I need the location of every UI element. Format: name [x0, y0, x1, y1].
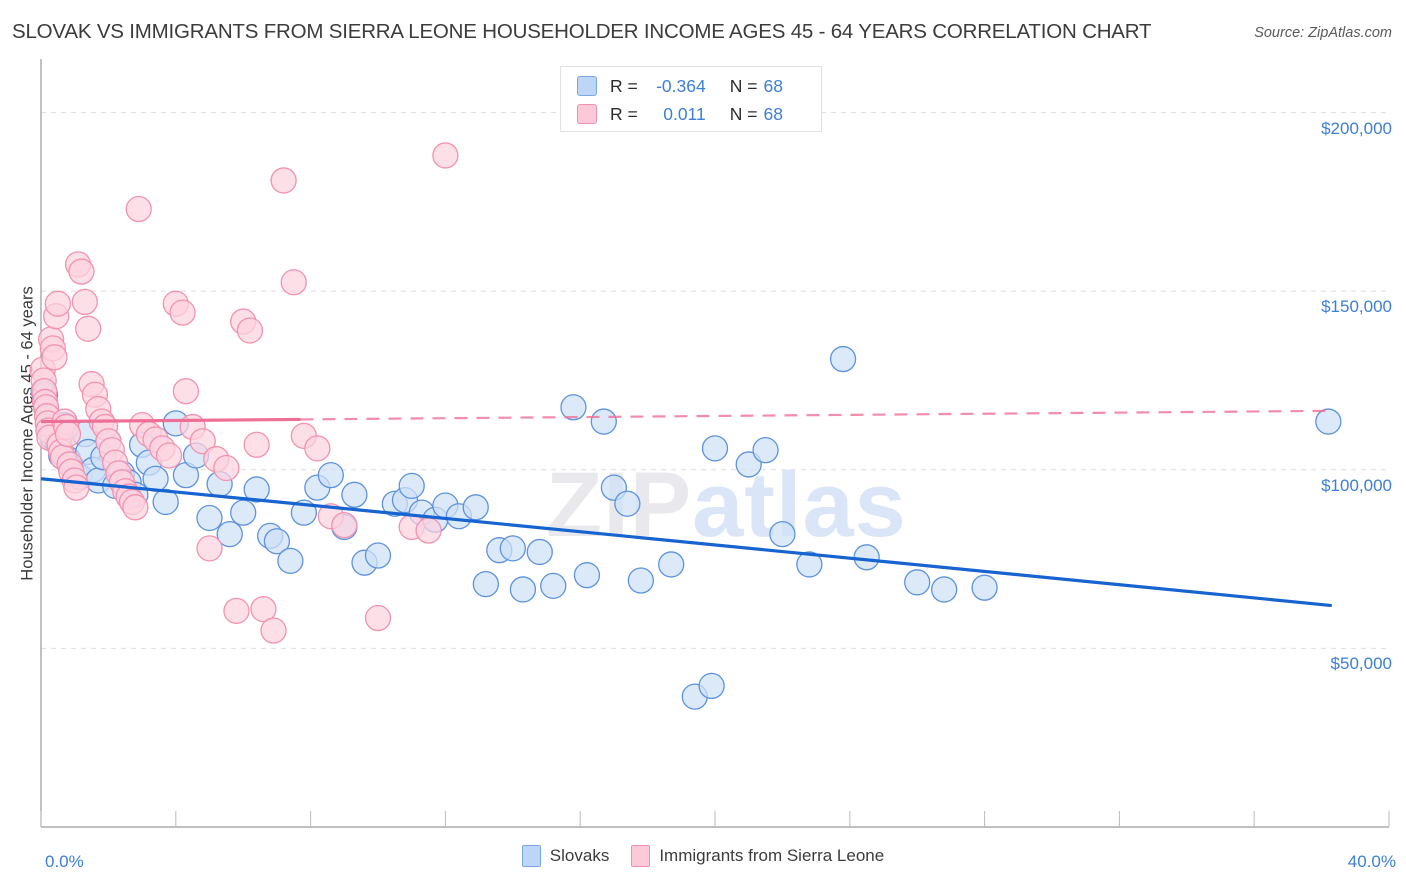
page-title: SLOVAK VS IMMIGRANTS FROM SIERRA LEONE H…: [12, 20, 1152, 43]
trendline-sierra-leone-solid: [40, 417, 301, 424]
data-point: [250, 595, 277, 623]
stats-row-slovaks: R = -0.364 N = 68: [577, 72, 783, 100]
data-point: [752, 436, 779, 464]
data-point: [122, 494, 149, 521]
data-point: [573, 562, 601, 589]
data-point: [213, 454, 240, 482]
legend-item-slovaks[interactable]: Slovaks: [521, 845, 610, 867]
data-point: [472, 570, 499, 598]
data-point: [68, 258, 95, 285]
data-point: [71, 288, 98, 316]
x-axis-tick-label-max: 40.0%: [1347, 852, 1396, 871]
legend-swatch-blue: [577, 76, 597, 96]
data-point: [236, 317, 264, 344]
data-point: [243, 431, 270, 458]
n-label-blue: N =: [729, 75, 758, 96]
data-point: [304, 435, 331, 462]
data-point: [931, 576, 958, 603]
data-point: [698, 672, 725, 700]
data-point: [560, 394, 587, 421]
data-point: [41, 344, 68, 371]
data-point: [701, 435, 729, 462]
data-point: [415, 517, 442, 544]
data-point: [627, 567, 655, 594]
series-legend: Slovaks Immigrants from Sierra Leone: [0, 845, 1406, 867]
data-point: [796, 551, 823, 578]
series-sierra-leone: [29, 142, 459, 644]
data-point: [155, 442, 183, 469]
data-point: [189, 428, 216, 455]
data-point: [63, 474, 90, 501]
y-axis-tick-label: $100,000: [1321, 475, 1392, 495]
y-axis-tick-label: $200,000: [1321, 118, 1392, 138]
y-axis-title: Householder Income Ages 45 - 64 years: [18, 286, 37, 581]
r-label-blue: R =: [610, 75, 638, 96]
trendline-slovaks: [40, 477, 1332, 608]
legend-label-sierra-leone: Immigrants from Sierra Leone: [659, 846, 885, 865]
data-point: [196, 504, 223, 532]
data-point: [462, 494, 489, 521]
x-axis-tick-label-min: 0.0%: [45, 852, 84, 871]
n-value-blue: 68: [763, 75, 783, 96]
legend-item-sierra-leone[interactable]: Immigrants from Sierra Leone: [631, 845, 884, 867]
data-point: [230, 499, 257, 526]
data-point: [277, 547, 304, 575]
data-point: [169, 299, 196, 326]
stats-legend: R = -0.364 N = 68 R = 0.011 N = 68: [560, 66, 822, 132]
legend-color-sierra-leone: [631, 845, 651, 867]
data-point: [499, 535, 526, 562]
r-value-blue: -0.364: [656, 75, 706, 96]
data-point: [270, 167, 297, 194]
data-point: [196, 535, 223, 562]
data-point: [614, 490, 641, 517]
data-point: [509, 576, 537, 603]
data-point: [260, 617, 287, 644]
legend-color-slovaks: [521, 845, 541, 867]
data-point: [904, 569, 931, 596]
legend-label-slovaks: Slovaks: [549, 846, 610, 865]
data-point: [432, 142, 459, 169]
r-value-pink: 0.011: [663, 103, 706, 124]
scatter-svg: [29, 59, 1390, 828]
data-point: [735, 451, 762, 478]
data-point: [142, 465, 169, 492]
data-point: [398, 472, 425, 500]
trendline-sierra-leone-dashed: [300, 409, 1332, 421]
data-point: [526, 538, 553, 566]
source-label: Source: ZipAtlas.com: [1254, 25, 1392, 41]
data-point: [125, 195, 152, 223]
data-point: [590, 408, 617, 435]
plot-area: ZIPatlas: [29, 59, 1390, 828]
r-label-pink: R =: [610, 103, 638, 124]
n-label-pink: N =: [729, 103, 758, 124]
stats-row-sierra-leone: R = 0.011 N = 68: [577, 100, 783, 128]
data-point: [853, 544, 880, 571]
legend-swatch-pink: [577, 104, 597, 124]
data-point: [971, 574, 998, 601]
data-point: [75, 315, 102, 342]
data-point: [540, 572, 567, 600]
data-point: [658, 551, 685, 578]
data-point: [829, 345, 857, 373]
data-point: [341, 481, 368, 508]
y-axis-tick-label: $50,000: [1330, 654, 1392, 674]
data-point: [364, 542, 392, 569]
data-point: [280, 269, 307, 296]
data-point: [54, 420, 82, 448]
data-point: [243, 476, 270, 503]
data-point: [331, 512, 358, 539]
data-point: [172, 378, 200, 405]
n-value-pink: 68: [763, 103, 783, 124]
data-point: [769, 520, 796, 548]
data-point: [216, 520, 243, 548]
data-point: [364, 604, 392, 632]
data-point: [263, 528, 291, 555]
data-point: [44, 290, 72, 317]
data-point: [223, 597, 250, 625]
y-axis-tick-label: $150,000: [1321, 297, 1392, 317]
data-point: [317, 461, 344, 489]
data-point: [1315, 408, 1342, 435]
series-slovaks: [30, 345, 1342, 710]
